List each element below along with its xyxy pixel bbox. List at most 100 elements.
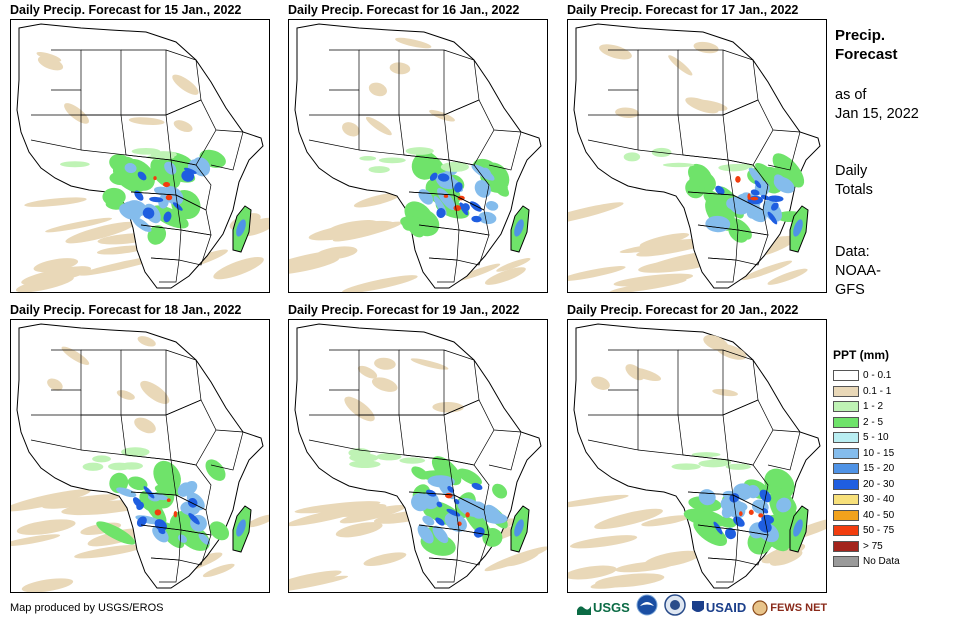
precip-area	[715, 185, 725, 195]
precip-area	[625, 364, 645, 381]
precip-area	[173, 120, 193, 133]
noaa-emblem-icon	[636, 594, 658, 616]
precip-area	[79, 256, 161, 276]
map-panel-6: Daily Precip. Forecast for 20 Jan., 2022	[567, 303, 832, 603]
country-border	[767, 129, 801, 171]
map-panel-4: Daily Precip. Forecast for 18 Jan., 2022	[10, 303, 275, 603]
country-border	[735, 229, 769, 266]
precip-area	[729, 493, 740, 503]
precip-area	[712, 388, 738, 397]
legend-label: 10 - 15	[863, 447, 895, 459]
precip-area	[422, 515, 435, 526]
panel-title: Daily Precip. Forecast for 18 Jan., 2022	[10, 303, 242, 317]
precip-area	[371, 377, 398, 392]
legend-swatch	[833, 416, 859, 428]
country-border	[707, 257, 737, 283]
precip-area	[142, 207, 155, 219]
precip-area	[465, 512, 470, 518]
panel-title: Daily Precip. Forecast for 20 Jan., 2022	[567, 303, 799, 317]
country-border	[178, 529, 212, 566]
precip-area	[154, 483, 185, 496]
precip-area	[444, 512, 467, 532]
precip-area	[96, 521, 136, 545]
precip-area	[198, 533, 210, 545]
precip-area	[11, 489, 91, 512]
precip-area	[163, 182, 171, 188]
precip-area	[374, 357, 396, 370]
precip-area	[759, 489, 772, 503]
precip-area	[342, 275, 418, 292]
country-border	[488, 129, 522, 171]
precip-area	[349, 460, 381, 469]
precip-area	[65, 221, 135, 244]
precip-area	[335, 522, 383, 538]
africa-landmass	[294, 323, 542, 589]
precip-area	[177, 482, 192, 497]
precip-area	[132, 497, 142, 508]
country-border	[308, 114, 360, 151]
precip-area	[389, 62, 411, 75]
precip-area	[609, 278, 687, 292]
precip-area	[137, 336, 156, 347]
data-line: Data:	[835, 244, 870, 260]
map-panel-2: Daily Precip. Forecast for 16 Jan., 2022	[288, 3, 553, 303]
precip-area	[569, 535, 638, 549]
precip-area	[746, 485, 760, 499]
precip-area	[109, 171, 131, 186]
legend-swatch	[833, 463, 859, 475]
precip-area	[61, 346, 90, 365]
country-border	[329, 49, 360, 91]
fews-net-logo: FEWS NET	[752, 599, 827, 616]
precip-area	[64, 103, 89, 124]
precip-area	[793, 519, 803, 537]
precip-area	[429, 109, 455, 122]
precip-area	[124, 163, 137, 174]
legend-item: 50 - 75	[833, 523, 900, 539]
precip-area	[365, 116, 392, 136]
legend-item: 40 - 50	[833, 508, 900, 524]
legend-label: 5 - 10	[863, 432, 889, 444]
country-border	[210, 129, 244, 171]
precip-area	[188, 513, 200, 525]
precip-area	[447, 485, 455, 493]
precip-area	[691, 452, 721, 458]
precip-area	[485, 504, 503, 522]
precip-area	[353, 192, 401, 208]
precip-area	[443, 194, 449, 198]
precip-area	[166, 498, 171, 502]
precip-area	[639, 233, 690, 248]
usgs-logo-text: USGS	[593, 600, 630, 615]
precip-area	[74, 544, 143, 559]
precip-area	[363, 552, 407, 567]
precip-area	[289, 250, 342, 274]
fews-globe-icon	[752, 599, 768, 616]
precip-area	[149, 196, 164, 203]
precip-area	[764, 468, 795, 500]
country-border	[456, 229, 490, 266]
country-border	[358, 414, 405, 456]
country-border	[428, 257, 458, 283]
legend-swatch	[833, 385, 859, 397]
legend-item: 30 - 40	[833, 492, 900, 508]
precip-area	[473, 527, 485, 538]
panel-title: Daily Precip. Forecast for 15 Jan., 2022	[10, 3, 242, 17]
country-border	[587, 414, 639, 451]
legend-item: 10 - 15	[833, 446, 900, 462]
precip-area	[378, 157, 406, 164]
usaid-shield-icon	[691, 600, 704, 612]
precip-area	[332, 221, 402, 242]
legend-swatch	[833, 509, 859, 521]
precip-area	[459, 202, 469, 216]
country-border	[51, 349, 82, 391]
precip-area	[595, 573, 665, 588]
precip-area	[599, 44, 632, 60]
as-of-value: Jan 15, 2022	[835, 106, 919, 122]
country-border	[637, 114, 684, 156]
precip-area	[713, 521, 723, 535]
precip-area	[134, 417, 156, 434]
precip-area	[436, 501, 443, 508]
country-border	[587, 114, 639, 151]
legend-label: 2 - 5	[863, 416, 884, 428]
totals-line: Totals	[835, 182, 873, 198]
legend-swatch	[833, 447, 859, 459]
